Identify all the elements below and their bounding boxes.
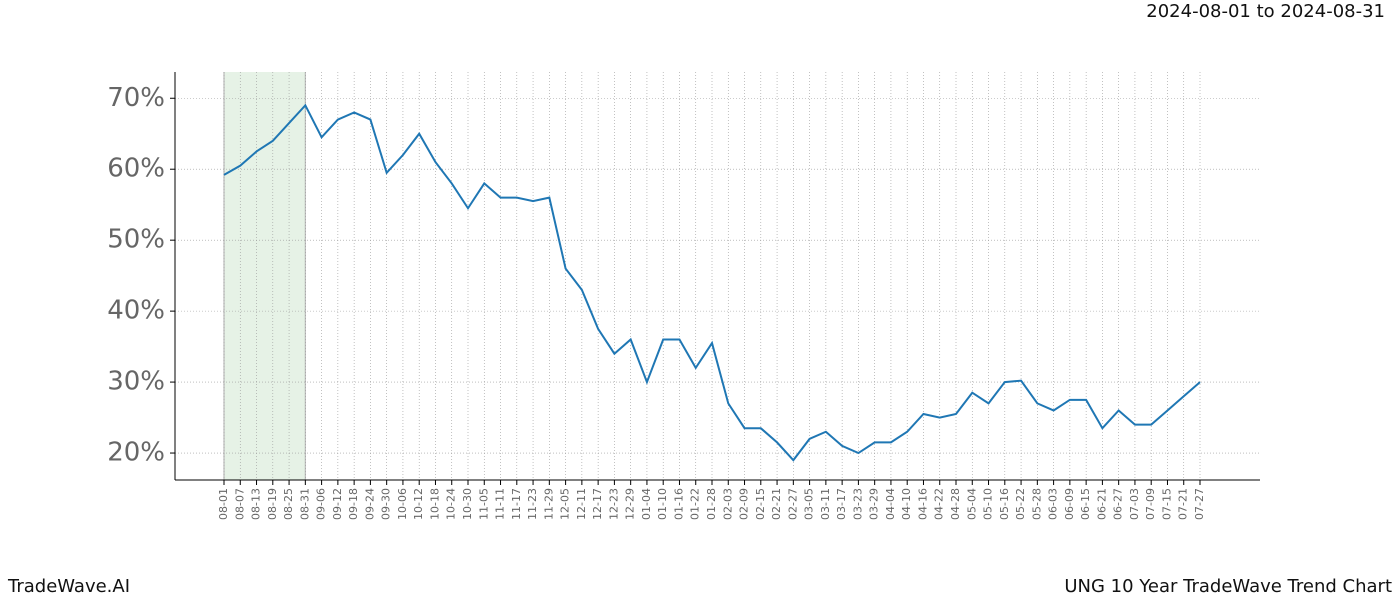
x-tick-label: 12-17 [591,488,604,520]
x-tick-label: 05-16 [998,488,1011,520]
x-tick-label: 03-23 [851,488,864,520]
y-tick-label: 20% [107,438,165,468]
x-tick-label: 09-18 [347,488,360,520]
x-tick-label: 07-15 [1160,488,1173,520]
date-range: 2024-08-01 to 2024-08-31 [1146,1,1385,22]
x-tick-label: 03-05 [803,488,816,520]
x-tick-label: 01-28 [705,488,718,520]
x-tick-label: 11-11 [494,488,507,520]
x-tick-label: 03-11 [819,488,832,520]
x-tick-label: 06-27 [1112,488,1125,520]
x-tick-label: 08-13 [250,488,263,520]
line-series [223,103,1201,462]
x-tick-label: 10-12 [412,488,425,520]
x-tick-label: 02-21 [770,488,783,520]
x-tick-label: 01-16 [672,488,685,520]
x-tick-label: 10-30 [461,488,474,520]
x-tick-label: 11-17 [510,488,523,520]
x-tick-label: 12-11 [575,488,588,520]
x-tick-label: 12-23 [607,488,620,520]
x-tick-label: 02-03 [721,488,734,520]
x-tick-label: 07-09 [1144,488,1157,520]
y-tick-label: 70% [107,83,165,113]
x-tick-label: 11-29 [542,488,555,520]
x-tick-label: 04-16 [916,488,929,520]
x-tick-label: 02-15 [754,488,767,520]
x-tick-label: 08-25 [282,488,295,520]
x-tick-label: 08-31 [298,488,311,520]
chart-title: UNG 10 Year TradeWave Trend Chart [1064,576,1392,597]
x-tick-label: 01-22 [689,488,702,520]
x-tick-label: 09-06 [315,488,328,520]
x-tick-label: 05-22 [1014,488,1027,520]
y-tick-label: 60% [107,154,165,184]
x-tick-label: 12-05 [559,488,572,520]
x-tick-label: 03-17 [835,488,848,520]
y-tick-label: 40% [107,296,165,326]
x-tick-label: 04-10 [900,488,913,520]
x-tick-label: 09-12 [331,488,344,520]
x-tick-label: 08-07 [233,488,246,520]
x-tick-label: 08-01 [217,488,230,520]
x-tick-label: 03-29 [868,488,881,520]
x-tick-label: 11-05 [477,488,490,520]
x-tick-label: 02-27 [786,488,799,520]
brand: TradeWave.AI [7,576,130,597]
x-tick-label: 10-06 [396,488,409,520]
x-tick-label: 07-27 [1193,488,1206,520]
x-tick-label: 06-09 [1063,488,1076,520]
x-tick-label: 02-09 [738,488,751,520]
x-tick-label: 04-22 [933,488,946,520]
y-tick-label: 30% [107,367,165,397]
x-tick-label: 01-10 [656,488,669,520]
x-tick-label: 06-15 [1079,488,1092,520]
x-tick-label: 04-04 [884,488,897,520]
x-tick-label: 05-28 [1030,488,1043,520]
x-tick-label: 10-18 [428,488,441,520]
x-tick-label: 08-19 [266,488,279,520]
x-tick-label: 01-04 [640,488,653,520]
y-tick-label: 50% [107,225,165,255]
x-tick-label: 12-29 [624,488,637,520]
x-tick-label: 06-21 [1095,488,1108,520]
x-tick-label: 07-21 [1177,488,1190,520]
x-tick-label: 06-03 [1047,488,1060,520]
x-tick-label: 05-10 [982,488,995,520]
x-tick-label: 09-24 [363,488,376,520]
x-tick-label: 10-24 [445,488,458,520]
x-tick-label: 07-03 [1128,488,1141,520]
x-tick-label: 05-04 [965,488,978,520]
highlight-band [224,72,306,480]
x-tick-label: 09-30 [380,488,393,520]
x-tick-label: 11-23 [526,488,539,520]
x-tick-label: 04-28 [949,488,962,520]
